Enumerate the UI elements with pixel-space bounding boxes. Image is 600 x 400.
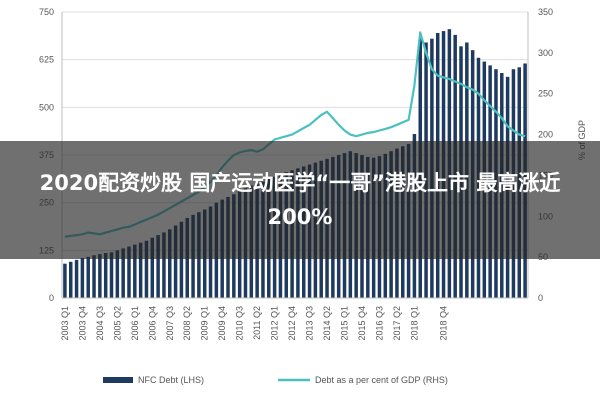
left-tick-label: 500 [39, 102, 54, 112]
x-tick-label: 2006 Q4 [147, 306, 157, 341]
right-tick-label: 0 [538, 293, 543, 303]
x-tick-label: 2018 Q1 [409, 306, 419, 341]
legend: NFC Debt (LHS) Debt as a per cent of GDP… [103, 375, 448, 385]
bar [109, 252, 114, 298]
x-tick-label: 2012 Q1 [270, 306, 280, 341]
x-tick-label: 2016 Q3 [374, 306, 384, 341]
bar [63, 263, 67, 298]
bar [86, 256, 90, 298]
bar [162, 232, 166, 298]
x-tick-label: 2005 Q2 [112, 306, 122, 341]
x-tick-label: 2018 Q4 [439, 306, 449, 341]
bar [179, 221, 184, 298]
bar [144, 240, 149, 298]
bar [92, 255, 96, 298]
legend-label-bar: NFC Debt (LHS) [138, 375, 204, 385]
bar [156, 235, 160, 298]
bar [121, 248, 125, 298]
bar [150, 237, 155, 298]
left-tick-label: 625 [39, 55, 54, 65]
x-axis-ticks: 2003 Q1 2003 Q4 2004 Q3 2005 Q2 2006 Q1 2006 … [60, 306, 449, 341]
bar [103, 253, 108, 298]
right-tick-label: 350 [538, 7, 553, 17]
x-tick-label: 2017 Q2 [392, 306, 402, 341]
left-tick-label: 0 [49, 293, 54, 303]
bar [80, 257, 85, 298]
x-tick-label: 2011 Q2 [252, 306, 262, 340]
legend-swatch-bar [103, 377, 133, 383]
bar [133, 244, 137, 298]
right-tick-label: 300 [538, 48, 553, 58]
right-axis-title: % of GDP [577, 120, 587, 160]
x-tick-label: 2009 Q1 [200, 306, 210, 341]
x-tick-label: 2013 Q3 [305, 306, 315, 341]
left-tick-label: 750 [39, 7, 54, 17]
x-tick-label: 2003 Q1 [60, 306, 70, 341]
right-tick-label: 200 [538, 130, 553, 140]
x-tick-label: 2007 Q3 [165, 306, 175, 341]
bar [74, 259, 79, 298]
bar [68, 261, 73, 298]
bar [98, 254, 102, 298]
right-tick-label: 250 [538, 89, 553, 99]
bar [127, 246, 131, 298]
x-tick-label: 2003 Q4 [77, 306, 87, 341]
bar [168, 229, 172, 298]
bar [115, 250, 120, 298]
overlay-title: 2020配资炒股 国产运动医学“一哥”港股上市 最高涨近200% [39, 171, 561, 229]
x-tick-label: 2009 Q4 [217, 306, 227, 341]
x-tick-label: 2012 Q4 [287, 306, 297, 341]
x-tick-label: 2014 Q2 [322, 306, 332, 341]
legend-label-line: Debt as a per cent of GDP (RHS) [315, 375, 448, 385]
x-tick-label: 2008 Q2 [182, 306, 192, 341]
x-tick-label: 2010 Q3 [235, 306, 245, 341]
title-overlay-banner: 2020配资炒股 国产运动医学“一哥”港股上市 最高涨近200% [0, 141, 600, 259]
x-tick-label: 2004 Q3 [95, 306, 105, 341]
bar [173, 225, 178, 298]
bar [138, 242, 143, 298]
x-tick-label: 2015 Q1 [340, 306, 350, 341]
x-tick-label: 2015 Q4 [357, 306, 367, 341]
x-tick-label: 2006 Q1 [130, 306, 140, 341]
